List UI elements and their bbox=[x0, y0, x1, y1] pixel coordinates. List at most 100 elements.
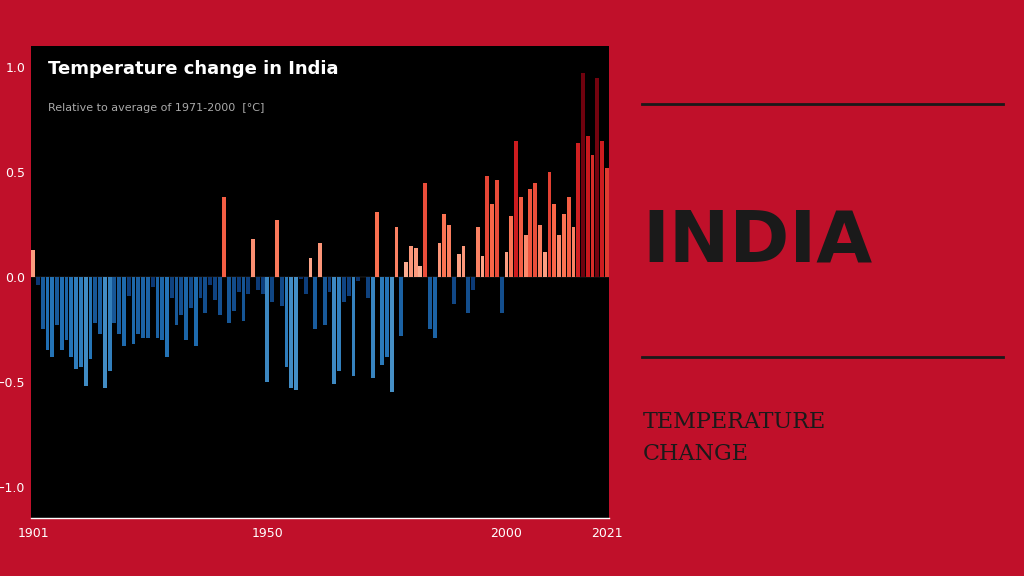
Bar bbox=[132, 277, 135, 344]
Bar bbox=[251, 239, 255, 277]
Text: Relative to average of 1971-2000  [°C]: Relative to average of 1971-2000 [°C] bbox=[48, 103, 264, 113]
Bar bbox=[194, 277, 198, 346]
Bar bbox=[476, 226, 479, 277]
Bar bbox=[490, 203, 494, 277]
Bar bbox=[65, 277, 69, 340]
Bar bbox=[55, 277, 59, 325]
Bar bbox=[184, 277, 188, 340]
Bar bbox=[390, 277, 393, 392]
Bar bbox=[122, 277, 126, 346]
Bar bbox=[79, 277, 83, 367]
Bar bbox=[232, 277, 236, 310]
Text: TEMPERATURE
CHANGE: TEMPERATURE CHANGE bbox=[642, 411, 825, 465]
Bar bbox=[313, 277, 317, 329]
Bar bbox=[108, 277, 112, 372]
Bar bbox=[118, 277, 121, 334]
Bar bbox=[175, 277, 178, 325]
Bar bbox=[156, 277, 160, 338]
Bar bbox=[165, 277, 169, 357]
Bar bbox=[170, 277, 174, 298]
Bar bbox=[280, 277, 284, 306]
Bar bbox=[74, 277, 78, 369]
Bar bbox=[222, 197, 226, 277]
Bar bbox=[409, 245, 413, 277]
Bar bbox=[213, 277, 217, 300]
Bar bbox=[227, 277, 231, 323]
Bar bbox=[414, 248, 418, 277]
Bar bbox=[84, 277, 88, 386]
Bar bbox=[428, 277, 432, 329]
Bar bbox=[247, 277, 250, 294]
Bar bbox=[404, 262, 408, 277]
Bar bbox=[528, 189, 532, 277]
Bar bbox=[394, 226, 398, 277]
Bar bbox=[500, 277, 504, 313]
Bar bbox=[595, 78, 599, 277]
Bar bbox=[318, 244, 322, 277]
Bar bbox=[328, 277, 332, 291]
Bar bbox=[50, 277, 54, 357]
Bar bbox=[208, 277, 212, 285]
Bar bbox=[285, 277, 289, 367]
Bar bbox=[452, 277, 456, 304]
Bar bbox=[380, 277, 384, 365]
Bar bbox=[577, 143, 581, 277]
Bar bbox=[204, 277, 207, 313]
Bar bbox=[591, 156, 595, 277]
Bar bbox=[337, 277, 341, 372]
Bar bbox=[88, 277, 92, 359]
Bar bbox=[70, 277, 74, 357]
Bar bbox=[103, 277, 106, 388]
Bar bbox=[433, 277, 436, 338]
Bar bbox=[342, 277, 346, 302]
Bar bbox=[442, 214, 446, 277]
Bar bbox=[371, 277, 375, 378]
Bar bbox=[351, 277, 355, 376]
Bar bbox=[466, 277, 470, 313]
Bar bbox=[113, 277, 117, 323]
Bar bbox=[199, 277, 203, 298]
Bar bbox=[356, 277, 360, 281]
Bar bbox=[146, 277, 150, 338]
Bar bbox=[462, 245, 465, 277]
Bar bbox=[179, 277, 183, 314]
Bar bbox=[552, 203, 556, 277]
Bar bbox=[423, 183, 427, 277]
Bar bbox=[457, 254, 461, 277]
Bar bbox=[566, 197, 570, 277]
Bar bbox=[256, 277, 260, 290]
Bar bbox=[141, 277, 145, 338]
Bar bbox=[399, 277, 403, 336]
Bar bbox=[471, 277, 475, 290]
Bar bbox=[270, 277, 274, 302]
Bar bbox=[495, 180, 499, 277]
Bar bbox=[127, 277, 131, 296]
Text: INDIA: INDIA bbox=[642, 207, 872, 276]
Bar bbox=[385, 277, 389, 357]
Bar bbox=[480, 256, 484, 277]
Bar bbox=[59, 277, 63, 350]
Bar bbox=[36, 277, 40, 285]
Bar bbox=[98, 277, 102, 334]
Bar bbox=[523, 235, 527, 277]
Bar bbox=[437, 244, 441, 277]
Bar bbox=[290, 277, 293, 388]
Bar bbox=[93, 277, 97, 323]
Bar bbox=[557, 235, 561, 277]
Bar bbox=[519, 197, 522, 277]
Bar bbox=[151, 277, 155, 287]
Bar bbox=[514, 141, 518, 277]
Bar bbox=[534, 183, 537, 277]
Bar bbox=[333, 277, 336, 384]
Bar bbox=[299, 277, 303, 279]
Bar bbox=[419, 267, 422, 277]
Bar bbox=[304, 277, 307, 294]
Bar bbox=[509, 216, 513, 277]
Text: Temperature change in India: Temperature change in India bbox=[48, 60, 339, 78]
Bar bbox=[562, 214, 566, 277]
Bar bbox=[45, 277, 49, 350]
Bar bbox=[161, 277, 164, 340]
Bar bbox=[31, 250, 35, 277]
Bar bbox=[581, 73, 585, 277]
Bar bbox=[571, 226, 575, 277]
